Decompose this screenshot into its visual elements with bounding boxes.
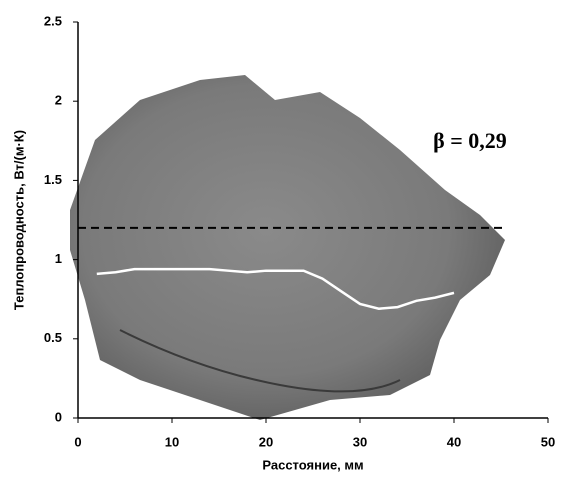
y-axis-label: Теплопроводность, Вт/(м·К) <box>11 130 26 310</box>
x-tick-label: 30 <box>353 434 367 449</box>
y-tick-label: 0.5 <box>44 330 62 345</box>
x-tick-label: 0 <box>74 434 81 449</box>
y-tick-label: 2.5 <box>44 13 62 28</box>
x-tick-label: 10 <box>165 434 179 449</box>
y-tick-label: 2 <box>55 93 62 108</box>
rock-image <box>70 75 505 420</box>
x-tick-label: 50 <box>541 434 555 449</box>
x-axis-label: Расстояние, мм <box>262 457 363 472</box>
y-tick-label: 1 <box>55 251 62 266</box>
rock-crack <box>119 329 401 393</box>
y-tick-label: 1.5 <box>44 172 62 187</box>
annotation: β = 0,29 <box>433 128 507 153</box>
data-line <box>96 267 455 310</box>
x-tick-label: 40 <box>447 434 461 449</box>
x-tick-label: 20 <box>259 434 273 449</box>
y-tick-label: 0 <box>55 409 62 424</box>
